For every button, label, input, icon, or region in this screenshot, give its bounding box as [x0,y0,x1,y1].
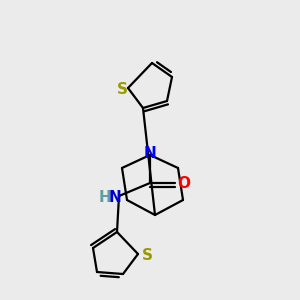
Text: S: S [142,248,152,262]
Text: N: N [109,190,122,205]
Text: N: N [144,146,156,161]
Text: H: H [99,190,111,205]
Text: S: S [116,82,128,97]
Text: O: O [178,176,190,190]
